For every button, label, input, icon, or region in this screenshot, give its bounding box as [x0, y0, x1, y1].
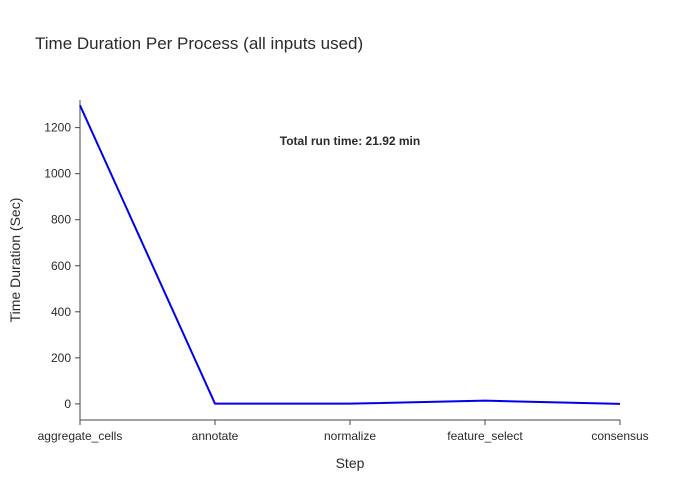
x-tick-label: normalize — [324, 429, 376, 443]
total-runtime-annotation: Total run time: 21.92 min — [280, 134, 420, 148]
y-tick-label: 200 — [51, 351, 71, 365]
y-tick-label: 1000 — [44, 167, 71, 181]
y-tick-label: 1200 — [44, 121, 71, 135]
y-tick-label: 400 — [51, 305, 71, 319]
y-tick-label: 800 — [51, 213, 71, 227]
y-axis: 0 200 400 600 800 1000 1200 — [44, 100, 81, 420]
x-axis-title: Step — [336, 455, 365, 471]
chart-title: Time Duration Per Process (all inputs us… — [35, 34, 364, 53]
x-tick-label: annotate — [192, 429, 239, 443]
series-line — [79, 104, 621, 405]
x-axis: aggregate_cells annotate normalize feature_… — [38, 419, 649, 443]
x-tick-label: aggregate_cells — [38, 429, 123, 443]
y-axis-title: Time Duration (Sec) — [7, 198, 23, 323]
y-tick-label: 600 — [51, 259, 71, 273]
y-tick-label: 0 — [64, 397, 71, 411]
x-tick-label: consensus — [591, 429, 648, 443]
x-tick-label: feature_select — [447, 429, 523, 443]
series-layer — [79, 104, 621, 405]
